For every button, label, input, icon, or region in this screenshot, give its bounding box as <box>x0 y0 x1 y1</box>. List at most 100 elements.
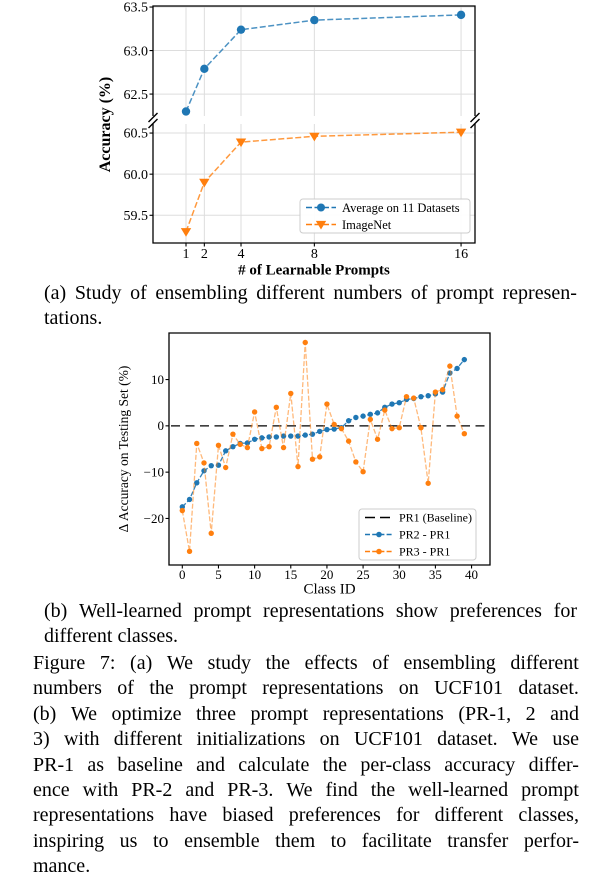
y-axis-label: Δ Accuracy on Testing Set (%) <box>116 366 131 533</box>
triangle-down-marker <box>455 128 467 138</box>
series-line <box>185 14 462 112</box>
y-tick-label: 59.5 <box>124 209 149 224</box>
caption-line: Figure 7: (a) We study the effects of ensembling… <box>33 652 579 674</box>
circle-marker <box>382 407 388 413</box>
circle-marker <box>288 433 294 439</box>
circle-marker <box>338 425 345 432</box>
x-tick-label: 30 <box>393 567 406 582</box>
circle-marker <box>331 421 337 428</box>
circle-marker <box>215 442 222 448</box>
circle-marker <box>179 504 186 510</box>
circle-marker <box>461 356 468 363</box>
circle-marker <box>179 507 186 514</box>
x-tick-label: 16 <box>454 247 468 262</box>
subcaption-b: (b) Well-learned prompt representations show… <box>44 599 577 650</box>
circle-marker <box>360 468 366 475</box>
caption-line: numbers of the prompt representations on UCF10… <box>33 677 579 700</box>
axis-break-slash <box>470 112 480 123</box>
y-tick-label: 63.0 <box>124 44 149 59</box>
caption-line: different classes. <box>44 625 179 648</box>
axis-break-slash <box>148 118 158 129</box>
circle-marker <box>200 64 209 74</box>
circle-marker <box>222 464 229 471</box>
circle-marker <box>374 410 381 416</box>
circle-marker <box>310 15 319 25</box>
circle-marker <box>439 387 446 393</box>
triangle-down-marker <box>235 138 247 148</box>
x-tick-label: 2 <box>201 247 208 262</box>
x-tick-label: 35 <box>429 567 442 582</box>
circle-marker <box>251 436 258 442</box>
circle-marker <box>324 401 330 407</box>
circle-marker <box>418 393 424 400</box>
circle-marker <box>288 390 294 397</box>
axis-break-gap <box>151 116 155 124</box>
circle-marker <box>432 389 439 395</box>
circle-marker <box>302 432 308 438</box>
y-tick-label: 10 <box>151 372 164 387</box>
circle-marker <box>345 418 352 424</box>
caption-line: PR-1 as baseline and calculate the per-class ac… <box>33 753 579 776</box>
circle-marker <box>309 456 316 462</box>
circle-marker <box>201 460 207 466</box>
circle-marker <box>186 496 193 503</box>
circle-marker <box>295 463 301 470</box>
circle-marker <box>461 431 468 437</box>
caption-line: (b) Well-learned prompt representations show… <box>44 600 577 622</box>
circle-marker <box>251 409 258 415</box>
y-tick-label: 63.5 <box>124 1 149 16</box>
circle-marker <box>447 363 453 369</box>
circle-marker <box>376 531 382 538</box>
caption-line: (b) We optimize three prompt representations(… <box>33 702 579 725</box>
x-tick-label: 4 <box>238 247 245 262</box>
circle-marker <box>403 393 410 400</box>
legend-label: ImageNet <box>342 218 392 232</box>
axis-break-slash <box>148 112 158 123</box>
circle-marker <box>194 480 200 486</box>
y-tick-label: 60.0 <box>124 168 149 183</box>
circle-marker <box>230 443 236 450</box>
circle-marker <box>266 434 272 440</box>
caption-line: (a) Study of ensembling different numbers of pr… <box>44 282 577 304</box>
caption-line: 3) with different initializations on UCF101 da… <box>33 728 579 751</box>
circle-marker <box>411 395 417 401</box>
plot-border <box>152 5 476 244</box>
circle-marker <box>331 426 337 432</box>
circle-marker <box>425 393 431 399</box>
y-tick-label: 60.5 <box>124 127 149 142</box>
circle-marker <box>389 425 395 432</box>
figure-7-caption: Figure 7: (a) We study the effects of ensembling… <box>33 651 579 880</box>
circle-marker <box>208 462 214 469</box>
caption-line: representations have biased preferences for d… <box>33 804 579 827</box>
circle-marker <box>345 438 352 444</box>
caption-line: ence with PR-2 and PR-3. We find the well-learne… <box>33 778 579 801</box>
circle-marker <box>266 443 272 450</box>
x-tick-label: 15 <box>284 567 297 582</box>
circle-marker <box>418 424 424 431</box>
circle-marker <box>454 365 460 372</box>
x-tick-label: 0 <box>179 567 186 582</box>
circle-marker <box>208 530 214 536</box>
x-axis-label: # of Learnable Prompts <box>238 263 390 279</box>
circle-marker <box>236 25 246 34</box>
legend-box <box>299 198 471 234</box>
circle-marker <box>374 436 381 442</box>
y-tick-label: 0 <box>158 418 165 433</box>
circle-marker <box>389 401 395 407</box>
circle-marker <box>360 413 366 419</box>
circle-marker <box>244 444 251 451</box>
circle-marker <box>194 440 200 447</box>
circle-marker <box>237 441 243 448</box>
circle-marker <box>456 10 466 20</box>
circle-marker <box>181 107 191 116</box>
circle-marker <box>273 404 280 411</box>
circle-marker <box>454 413 460 419</box>
per-class-accuracy-difference-chart: 0 5 10 15 20 25 30 35 40 −20 −10 0 10 Class ID Δ Accur… <box>116 332 491 597</box>
circle-marker <box>353 414 359 421</box>
circle-marker <box>376 548 382 555</box>
x-tick-label: 8 <box>311 247 318 262</box>
x-tick-label: 25 <box>357 567 370 582</box>
series-line <box>181 342 465 552</box>
subcaption-a: (a) Study of ensembling different numbers of pr… <box>44 281 577 332</box>
